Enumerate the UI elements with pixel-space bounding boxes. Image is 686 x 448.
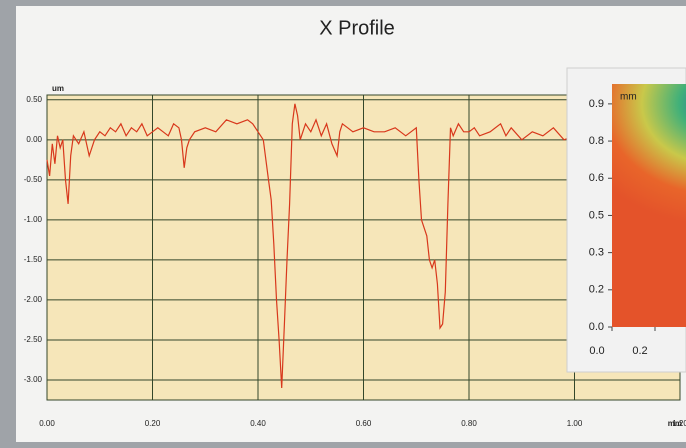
y-tick-label: -2.00 [24, 295, 43, 304]
y-tick-label: -0.50 [24, 175, 43, 184]
x-tick-label: 0.2 [632, 345, 647, 357]
x-tick-label: 1.20 [672, 419, 686, 428]
y-tick-label: -1.50 [24, 255, 43, 264]
y-tick-label: 0.5 [589, 209, 604, 221]
x-tick-label: 0.80 [461, 419, 477, 428]
y-tick-label: 0.0 [589, 321, 604, 333]
y-tick-label: 0.6 [589, 172, 604, 184]
x-tick-label: 0.20 [145, 419, 161, 428]
y-tick-label: -1.00 [24, 215, 43, 224]
y-tick-label: 0.50 [26, 95, 42, 104]
chart-title: X Profile [319, 17, 395, 39]
x-tick-label: 0.40 [250, 419, 266, 428]
page: X Profile um mm 0.00 0.20 0.40 0.60 0.80 1.00… [0, 0, 686, 448]
y-tick-label: -2.50 [24, 335, 43, 344]
y-tick-label: -3.00 [24, 375, 43, 384]
height-map [612, 84, 686, 327]
x-tick-label: 0.0 [589, 345, 604, 357]
x-tick-label: 0.60 [356, 419, 372, 428]
y-tick-label: 0.8 [589, 135, 604, 147]
x-tick-label: 1.00 [567, 419, 583, 428]
y-tick-label: 0.2 [589, 284, 604, 296]
y-tick-label: 0.9 [589, 98, 604, 110]
y-unit: um [52, 84, 64, 93]
inset-y-unit: mm [620, 92, 637, 103]
y-tick-label: 0.00 [26, 135, 42, 144]
y-tick-label: 0.3 [589, 247, 604, 259]
x-tick-label: 0.00 [39, 419, 55, 428]
screen: X Profile um mm 0.00 0.20 0.40 0.60 0.80 1.00… [0, 0, 686, 448]
